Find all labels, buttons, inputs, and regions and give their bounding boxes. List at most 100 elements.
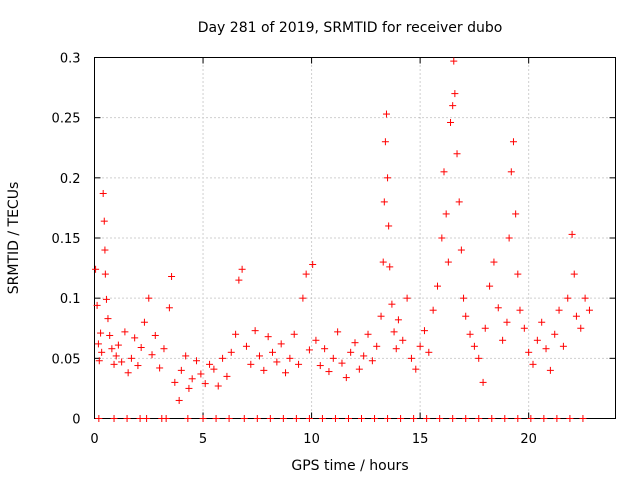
data-point [394,316,402,324]
data-point [273,358,281,366]
data-point [403,294,411,302]
data-point [325,368,333,376]
data-point [457,246,465,254]
data-point [321,345,329,353]
data-point [514,415,522,422]
data-point [193,357,201,365]
data-point [197,370,205,378]
data-point [137,344,145,352]
data-point [227,348,235,356]
data-point [295,360,303,368]
data-point [460,294,468,302]
data-point [566,415,574,422]
data-point [162,415,170,422]
data-point [318,415,326,422]
data-point [438,234,446,242]
data-point [494,304,502,312]
data-point [302,270,310,278]
data-point [225,415,233,422]
data-point [509,138,517,146]
data-point [140,318,148,326]
data-point [156,364,164,372]
data-point [505,234,513,242]
data-point [384,174,392,182]
data-point [108,345,116,353]
data-point [444,258,452,266]
y-tick-label: 0.1 [60,292,81,307]
data-point [168,273,176,281]
data-point [542,345,550,353]
data-point [247,360,255,368]
data-point [559,342,567,350]
data-point [253,415,261,422]
x-tick-label: 0 [90,432,98,447]
data-point [449,415,457,422]
data-point [212,415,220,422]
data-point [255,352,263,360]
data-point [223,372,231,380]
data-point [95,415,103,422]
data-point [235,276,243,284]
data-point [309,260,317,268]
data-point [342,374,350,382]
data-point [371,415,379,422]
data-point [390,328,398,336]
data-point [407,354,415,362]
data-point [412,365,420,373]
data-point [165,304,173,312]
data-point [121,328,129,336]
data-point [127,354,135,362]
data-point [507,168,515,176]
data-point [516,306,524,314]
data-point [525,348,533,356]
data-point [214,382,222,390]
y-tick-label: 0 [72,413,80,428]
data-point [112,352,120,360]
data-point [124,369,132,377]
grid-lines [94,57,616,419]
data-point [143,415,151,422]
data-point [572,312,580,320]
data-point [101,270,109,278]
data-point [131,334,139,342]
data-point [555,306,563,314]
data-point [564,294,572,302]
data-point [384,415,392,422]
data-point [481,324,489,332]
data-point [188,375,196,383]
data-point [106,331,114,339]
data-point [551,330,559,338]
data-point [379,258,387,266]
data-point [538,318,546,326]
y-tick-label: 0.2 [60,172,81,187]
data-point [99,189,107,197]
data-point [501,415,509,422]
data-point [171,378,179,386]
data-point [388,300,396,308]
data-point [338,359,346,367]
data-point [577,324,585,332]
data-point [98,348,106,356]
data-point [470,342,478,350]
data-point [100,217,108,225]
data-point [177,366,185,374]
data-point [455,198,463,206]
data-point [148,351,156,359]
data-point [312,336,320,344]
data-point [420,327,428,335]
data-point [451,90,459,98]
data-point [184,415,192,422]
data-point [585,306,593,314]
data-point [101,246,109,254]
data-point [503,318,511,326]
y-tick-label: 0.25 [52,112,81,127]
data-point [425,348,433,356]
data-point [450,57,458,65]
data-point [286,354,294,362]
data-point [533,336,541,344]
data-point [134,362,142,370]
data-point [581,294,589,302]
data-point [210,365,218,373]
data-point [240,415,248,422]
